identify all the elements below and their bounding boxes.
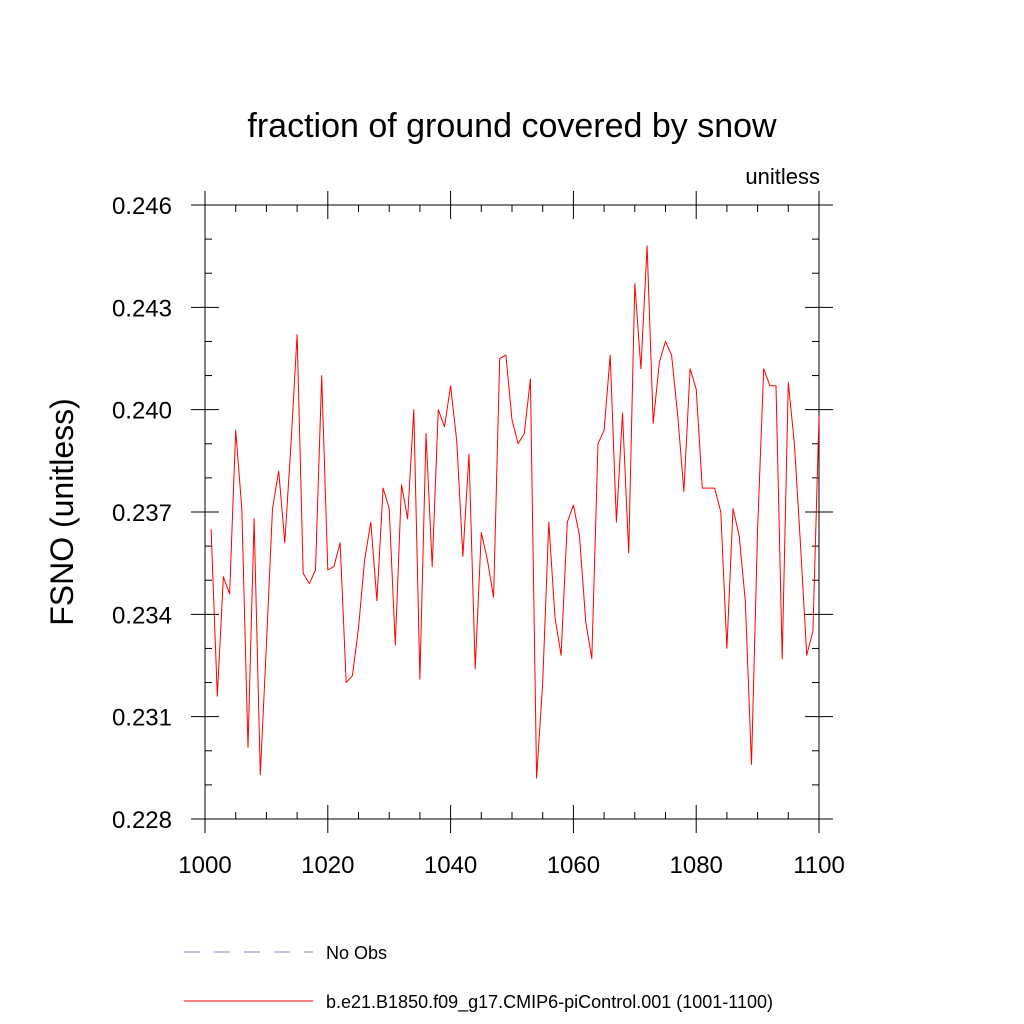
y-tick-label: 0.246 (112, 193, 172, 220)
chart-title: fraction of ground covered by snow (247, 107, 777, 145)
units-label: unitless (745, 164, 820, 189)
y-axis-label: FSNO (unitless) (44, 398, 80, 626)
plot-frame (204, 204, 820, 820)
data-series (210, 245, 820, 779)
x-tick-label: 1000 (178, 852, 231, 879)
x-tick-label: 1040 (424, 852, 477, 879)
y-tick-label: 0.237 (112, 500, 172, 527)
axis-ticks (191, 191, 833, 833)
x-tick-label: 1100 (793, 852, 845, 879)
legend-label: b.e21.B1850.f09_g17.CMIP6-piControl.001 … (326, 992, 773, 1013)
x-tick-label: 1020 (301, 852, 354, 879)
x-tick-labels: 1000 1020 1040 1060 1080 1100 (178, 852, 845, 879)
legend: No Obs b.e21.B1850.f09_g17.CMIP6-piContro… (184, 943, 773, 1013)
y-tick-label: 0.228 (112, 807, 172, 834)
y-tick-label: 0.231 (112, 705, 172, 732)
x-tick-label: 1060 (547, 852, 600, 879)
legend-label: No Obs (326, 943, 387, 963)
y-tick-label: 0.234 (112, 602, 172, 629)
x-tick-label: 1080 (670, 852, 723, 879)
y-tick-labels: 0.228 0.231 0.234 0.237 0.240 0.243 0.246 (112, 193, 172, 834)
y-tick-label: 0.243 (112, 295, 172, 322)
y-tick-label: 0.240 (112, 398, 172, 425)
series-line (210, 245, 820, 779)
